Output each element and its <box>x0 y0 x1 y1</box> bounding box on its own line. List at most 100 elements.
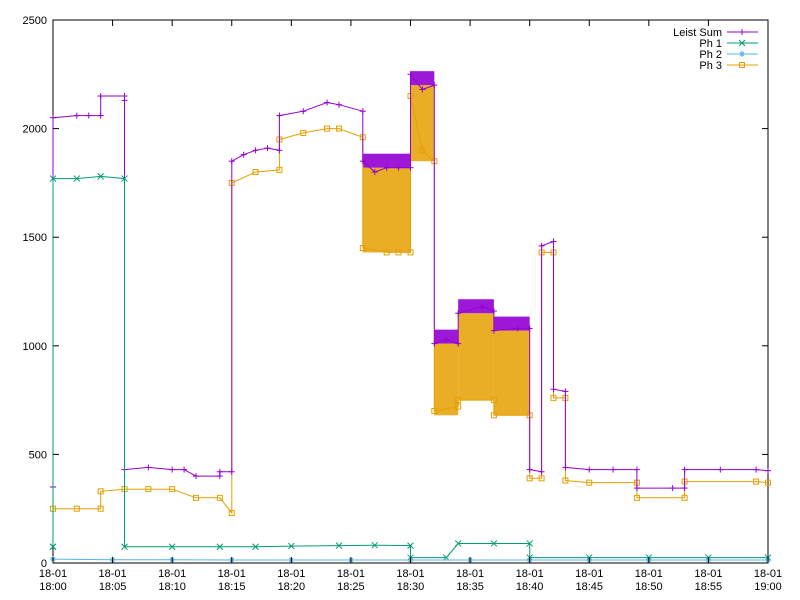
point-leist-sum-30 <box>395 164 402 171</box>
x-tick-date-12: 18-01 <box>754 568 782 580</box>
x-tick-time-4: 18:20 <box>278 581 306 593</box>
y-tick-label-2: 1000 <box>23 341 47 353</box>
point-ph-3-26 <box>455 403 462 410</box>
legend-label-ph-1: Ph 1 <box>699 38 722 50</box>
y-tick-label-0: 0 <box>41 558 47 570</box>
point-leist-sum-20 <box>264 145 271 152</box>
point-leist-sum-55 <box>669 485 676 492</box>
point-ph-1-9 <box>252 543 259 551</box>
point-leist-sum-15 <box>216 468 223 475</box>
point-leist-sum-13 <box>193 473 199 480</box>
legend-label-leist-sum: Leist Sum <box>673 27 722 39</box>
point-ph-1-10 <box>287 542 295 550</box>
band-leist-sum-top-3 <box>458 299 494 314</box>
point-leist-sum-45 <box>538 468 545 475</box>
series-leist-sum <box>50 71 771 492</box>
point-ph-1-12 <box>371 541 379 549</box>
point-leist-sum-5 <box>97 112 104 119</box>
x-tick-date-3: 18-01 <box>218 568 246 580</box>
x-tick-date-10: 18-01 <box>635 568 663 580</box>
y-tick-label-5: 2500 <box>23 15 47 27</box>
series-layer <box>49 71 772 563</box>
point-leist-sum-32 <box>407 71 414 78</box>
legend-marker-ph-1 <box>738 39 746 47</box>
point-leist-sum-18 <box>240 151 247 158</box>
point-leist-sum-49 <box>562 388 569 395</box>
point-leist-sum-26 <box>359 108 366 115</box>
band-leist-sum-top-4 <box>493 316 530 331</box>
x-tick-time-9: 18:45 <box>575 581 603 593</box>
x-tick-date-4: 18-01 <box>277 568 305 580</box>
point-ph-3-15 <box>324 125 331 132</box>
x-tick-date-9: 18-01 <box>575 568 603 580</box>
point-ph-3-43 <box>753 478 760 485</box>
point-ph-3-1 <box>73 505 80 512</box>
point-leist-sum-41 <box>490 327 497 334</box>
point-ph-1-11 <box>335 542 343 549</box>
legend-marker-leist-sum <box>739 29 745 35</box>
y-tick-label-4: 2000 <box>23 124 47 136</box>
point-leist-sum-35 <box>431 340 438 347</box>
point-leist-sum-38 <box>455 310 462 317</box>
point-ph-3-23 <box>419 147 426 154</box>
x-tick-date-1: 18-01 <box>99 568 127 580</box>
point-ph-1-4 <box>97 173 105 180</box>
point-leist-sum-23 <box>300 108 307 115</box>
x-tick-date-7: 18-01 <box>456 568 484 580</box>
point-ph-3-9 <box>228 510 235 517</box>
point-ph-3-21 <box>407 249 414 256</box>
point-ph-3-44 <box>765 479 771 486</box>
x-tick-date-2: 18-01 <box>158 568 186 580</box>
point-leist-sum-10 <box>145 464 152 471</box>
x-tick-time-8: 18:40 <box>516 581 544 593</box>
band-ph-3-4 <box>493 330 530 416</box>
point-leist-sum-36 <box>443 336 450 343</box>
point-ph-3-11 <box>252 169 259 176</box>
point-leist-sum-42 <box>514 325 521 332</box>
point-ph-3-28 <box>490 397 497 404</box>
point-leist-sum-60 <box>765 467 771 474</box>
x-tick-time-5: 18:25 <box>337 581 365 593</box>
x-tick-date-0: 18-01 <box>39 568 67 580</box>
point-leist-sum-28 <box>371 169 378 176</box>
point-leist-sum-34 <box>431 82 438 89</box>
point-leist-sum-50 <box>562 464 569 471</box>
legend-label-ph-2: Ph 2 <box>699 49 722 61</box>
point-leist-sum-21 <box>276 147 283 154</box>
point-ph-3-35 <box>550 394 557 401</box>
point-ph-1-5 <box>121 175 128 182</box>
point-ph-3-40 <box>633 494 640 501</box>
band-ph-3-1 <box>410 85 435 162</box>
point-ph-3-5 <box>145 486 152 493</box>
point-ph-3-31 <box>526 475 533 482</box>
point-leist-sum-47 <box>550 238 557 245</box>
point-ph-1-1 <box>49 543 57 551</box>
point-ph-3-16 <box>336 125 342 132</box>
point-ph-3-8 <box>216 494 223 501</box>
point-leist-sum-44 <box>526 466 533 473</box>
point-leist-sum-24 <box>324 99 331 106</box>
point-ph-3-12 <box>276 166 283 173</box>
point-leist-sum-39 <box>479 303 485 310</box>
point-ph-3-41 <box>681 494 688 501</box>
point-leist-sum-56 <box>681 485 688 492</box>
point-leist-sum-37 <box>455 340 462 347</box>
point-ph-3-37 <box>562 477 569 484</box>
point-ph-1-3 <box>73 175 81 182</box>
x-tick-time-7: 18:35 <box>456 581 484 593</box>
point-ph-1-18 <box>526 540 534 547</box>
y-tick-label-3: 1500 <box>23 232 47 244</box>
point-ph-1-6 <box>121 543 128 551</box>
point-ph-3-27 <box>455 397 462 404</box>
x-tick-time-12: 19:00 <box>754 581 782 593</box>
x-tick-time-10: 18:50 <box>635 581 663 593</box>
point-ph-1-7 <box>168 543 176 551</box>
legend-label-ph-3: Ph 3 <box>699 60 722 72</box>
point-ph-3-25 <box>431 407 438 414</box>
y-tick-label-1: 500 <box>29 449 47 461</box>
series-line-leist-sum <box>52 72 769 489</box>
point-ph-1-8 <box>216 543 224 551</box>
point-leist-sum-3 <box>73 112 80 119</box>
